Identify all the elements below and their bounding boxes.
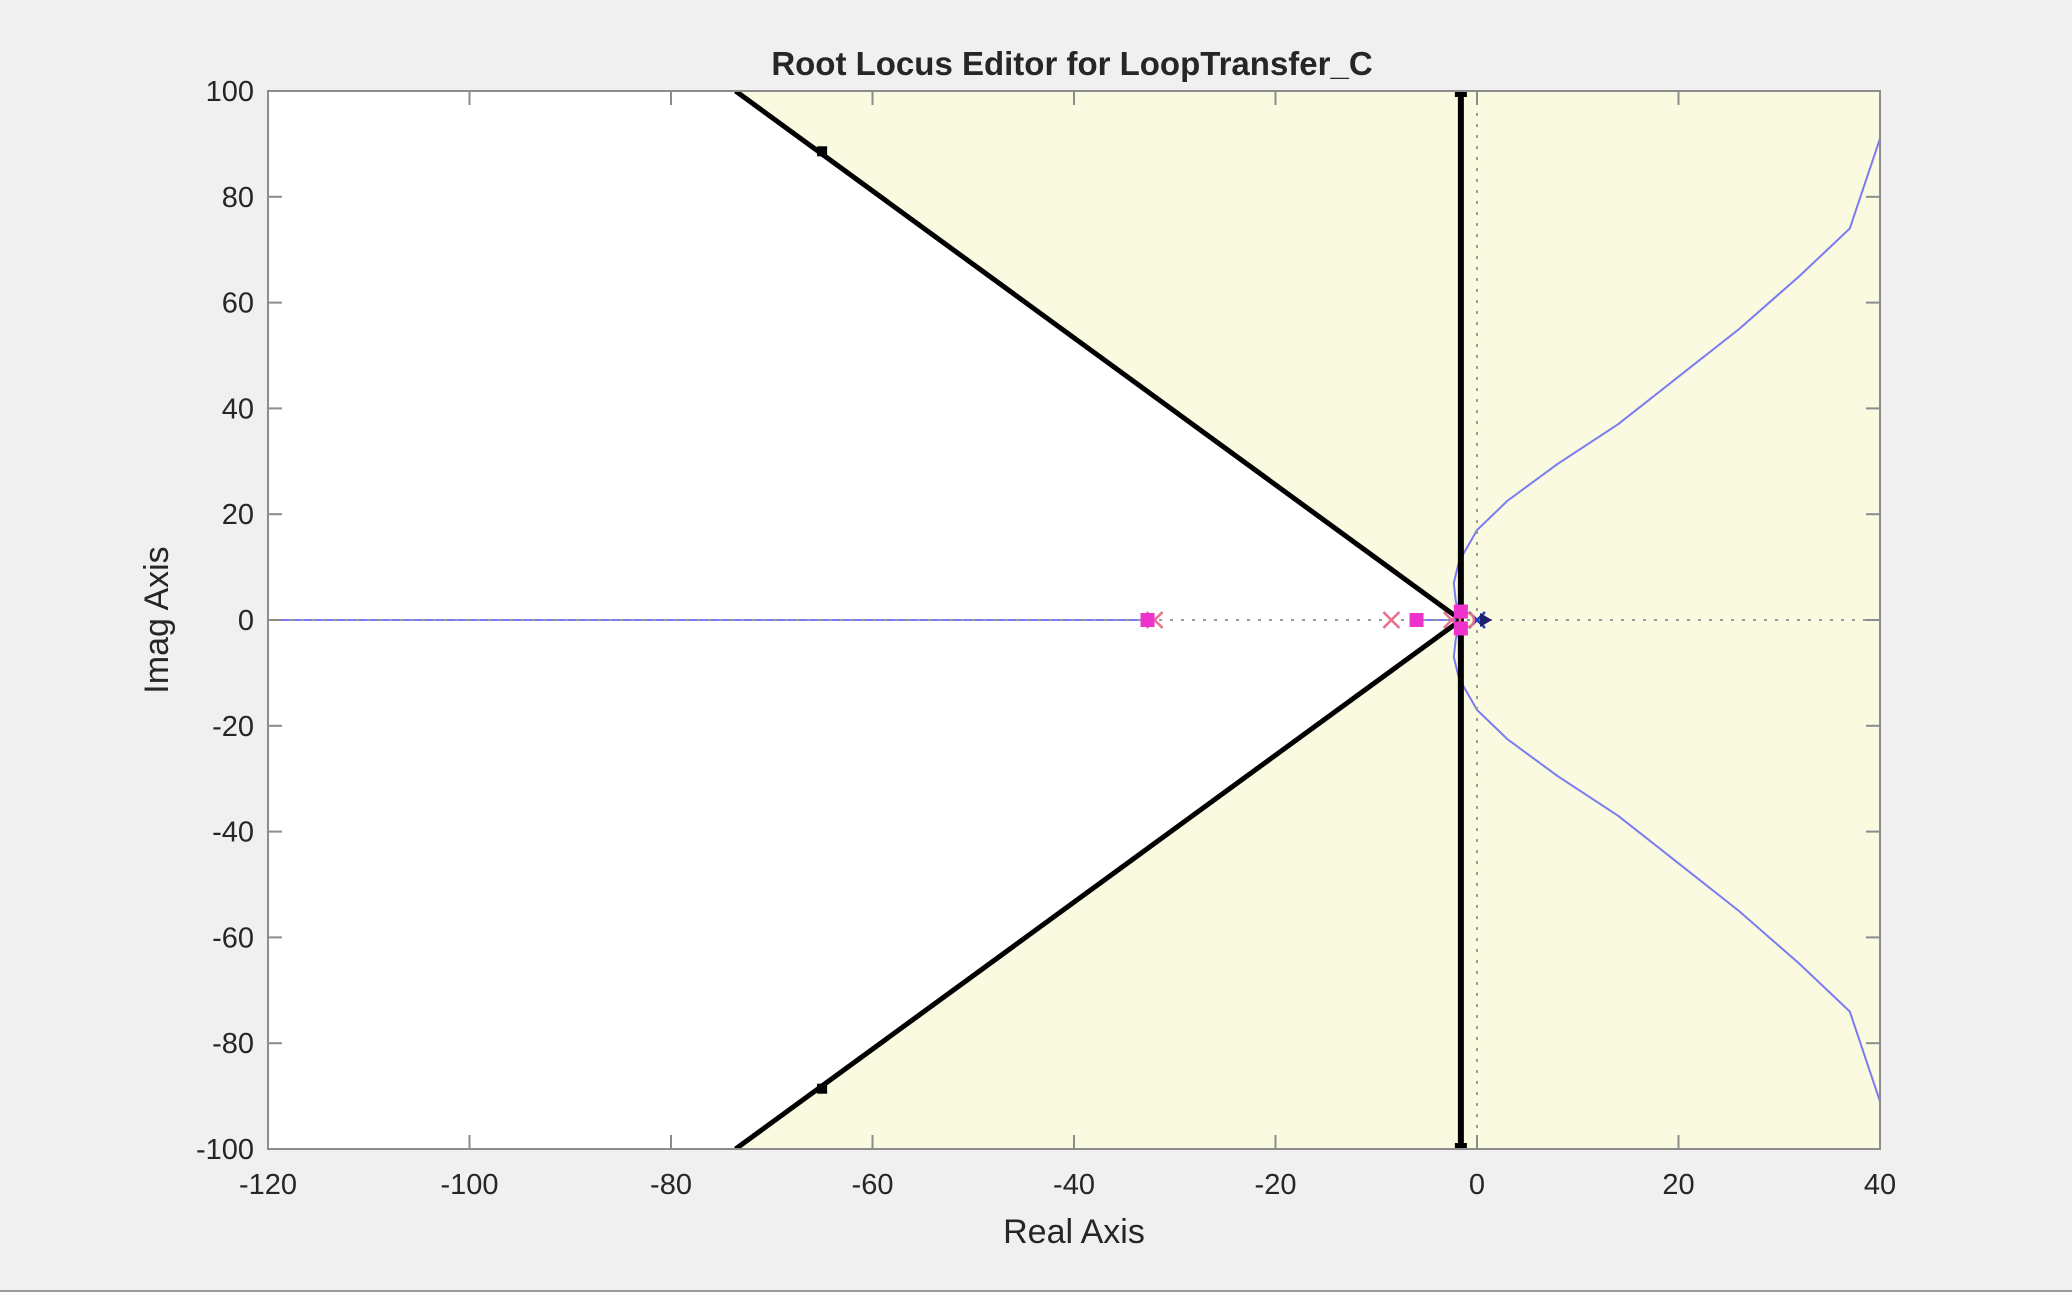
settling-time-handle-bottom — [1454, 1143, 1467, 1149]
y-tick-label: -80 — [212, 1028, 254, 1060]
damping-handle-1 — [817, 146, 828, 157]
y-tick-label: 40 — [222, 393, 254, 425]
closed-loop-pole-marker — [1140, 613, 1155, 627]
pole-zero-markers[interactable] — [1140, 604, 1493, 636]
settling-time-handle-top — [1454, 91, 1467, 97]
x-tick-label: -60 — [852, 1169, 894, 1201]
x-tick-label: 0 — [1469, 1169, 1485, 1201]
open-loop-pole-marker — [1382, 611, 1401, 629]
y-tick-label: -20 — [212, 711, 254, 743]
y-tick-label: 80 — [222, 182, 254, 214]
locus-branch-4 — [1452, 619, 1880, 1102]
window-bottom-edge — [0, 1290, 2072, 1292]
root-locus-branches — [268, 138, 1880, 1102]
y-tick-label: -100 — [196, 1134, 254, 1166]
y-tick-label: 100 — [206, 76, 254, 108]
y-tick-label: 60 — [222, 288, 254, 320]
damping-constraint-line-upper — [734, 91, 1463, 623]
x-tick-label: -100 — [440, 1169, 498, 1201]
y-tick-label: -40 — [212, 817, 254, 849]
axis-ticks: -120 -100 -80 -60 -40 -20 0 20 40100806040200-20… — [196, 76, 1896, 1201]
x-tick-label: -20 — [1255, 1169, 1297, 1201]
x-tick-label: 40 — [1864, 1169, 1896, 1201]
x-tick-label: -40 — [1053, 1169, 1095, 1201]
chart-title: Root Locus Editor for LoopTransfer_C — [771, 45, 1372, 82]
y-tick-label: 0 — [238, 605, 254, 637]
y-axis-label: Imag Axis — [138, 546, 176, 693]
x-tick-label: 20 — [1662, 1169, 1694, 1201]
x-tick-label: -120 — [239, 1169, 297, 1201]
locus-direction-arrow — [1480, 613, 1493, 627]
y-tick-label: -60 — [212, 922, 254, 954]
closed-loop-pole-marker — [1453, 604, 1468, 619]
x-axis-label: Real Axis — [1003, 1213, 1145, 1251]
locus-branch-3 — [1452, 138, 1880, 621]
damping-handle-2 — [817, 1083, 828, 1094]
y-tick-label: 20 — [222, 499, 254, 531]
x-tick-label: -80 — [650, 1169, 692, 1201]
damping-constraint-line-lower — [734, 617, 1463, 1149]
closed-loop-pole-marker — [1409, 613, 1424, 627]
closed-loop-pole-marker — [1453, 621, 1468, 636]
